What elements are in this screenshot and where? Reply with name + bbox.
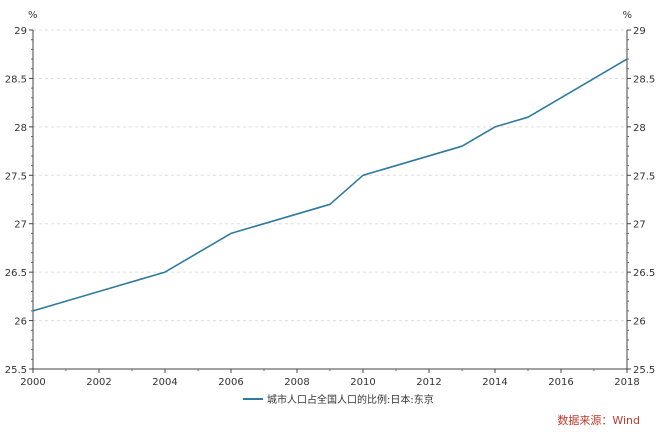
y-tick-label-left: 25.5 — [5, 365, 27, 376]
x-tick-label: 2010 — [350, 377, 375, 388]
y-tick-label-left: 26 — [14, 317, 27, 328]
y-tick-label-right: 29 — [633, 26, 646, 37]
y-tick-label-right: 26 — [633, 317, 646, 328]
x-tick-label: 2006 — [218, 377, 243, 388]
y-tick-label-left: 26.5 — [5, 268, 27, 279]
y-tick-label-left: 28.5 — [5, 74, 27, 85]
left-unit-label: % — [28, 10, 38, 21]
grid-lines — [33, 29, 627, 322]
y-tick-label-left: 29 — [14, 26, 27, 37]
legend-label: 城市人口占全国人口的比例:日本:东京 — [267, 393, 434, 406]
y-tick-label-left: 27 — [14, 220, 27, 231]
series-line — [32, 58, 628, 312]
y-tick-label-right: 28 — [633, 123, 646, 134]
x-tick-label: 2008 — [284, 377, 309, 388]
y-tick-label-right: 27.5 — [633, 171, 655, 182]
x-tick-label: 2000 — [20, 377, 45, 388]
legend: 城市人口占全国人口的比例:日本:东京 — [243, 393, 434, 406]
source-label: 数据来源：Wind — [557, 413, 640, 427]
x-tick-label: 2018 — [614, 377, 639, 388]
axes — [32, 30, 628, 370]
y-tick-label-right: 27 — [633, 220, 646, 231]
x-tick-label: 2012 — [416, 377, 441, 388]
x-tick-label: 2014 — [482, 377, 507, 388]
right-unit-label: % — [622, 10, 632, 21]
y-tick-label-left: 28 — [14, 123, 27, 134]
y-tick-label-right: 28.5 — [633, 74, 655, 85]
y-tick-label-left: 27.5 — [5, 171, 27, 182]
ticks: 25.5 25.5 26 26 26.5 26.5 27 27 27.5 27.5 28 28 28.5… — [5, 26, 656, 388]
x-tick-label: 2004 — [152, 377, 177, 388]
y-tick-label-right: 25.5 — [633, 365, 655, 376]
y-tick-label-right: 26.5 — [633, 268, 655, 279]
x-tick-label: 2016 — [548, 377, 573, 388]
x-tick-label: 2002 — [86, 377, 111, 388]
series-layer — [32, 58, 628, 312]
